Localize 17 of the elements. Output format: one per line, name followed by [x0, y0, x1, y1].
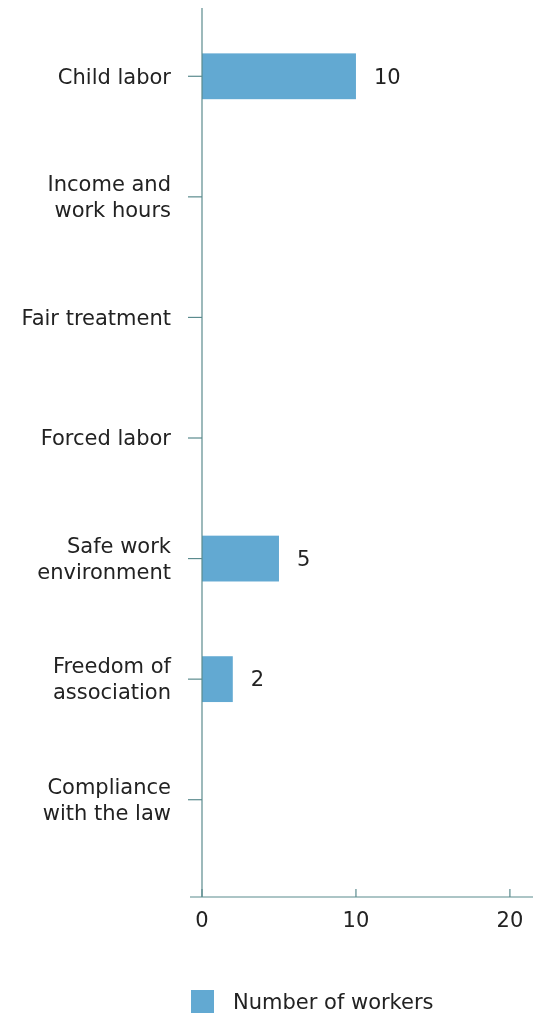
y-tick-label: Safe work environment — [37, 533, 172, 584]
y-tick-label: Compliance with the law — [42, 775, 171, 826]
x-tick-label: 0 — [195, 908, 209, 932]
y-tick-label: Fair treatment — [21, 305, 171, 330]
bar — [202, 656, 233, 703]
y-tick-label: Income and work hours — [47, 172, 171, 223]
text: 2 — [250, 667, 265, 692]
y-tick-label: Freedom of association — [52, 654, 172, 705]
text: 10 — [373, 64, 401, 89]
y-tick-label: Forced labor — [40, 426, 172, 451]
text: 5 — [296, 546, 311, 571]
x-tick-label: 20 — [496, 908, 524, 932]
bar — [202, 53, 356, 100]
y-tick-label: Child labor — [57, 64, 172, 89]
bar — [202, 535, 279, 582]
x-tick-label: 10 — [342, 908, 370, 932]
legend-label: Number of workers — [233, 990, 434, 1015]
